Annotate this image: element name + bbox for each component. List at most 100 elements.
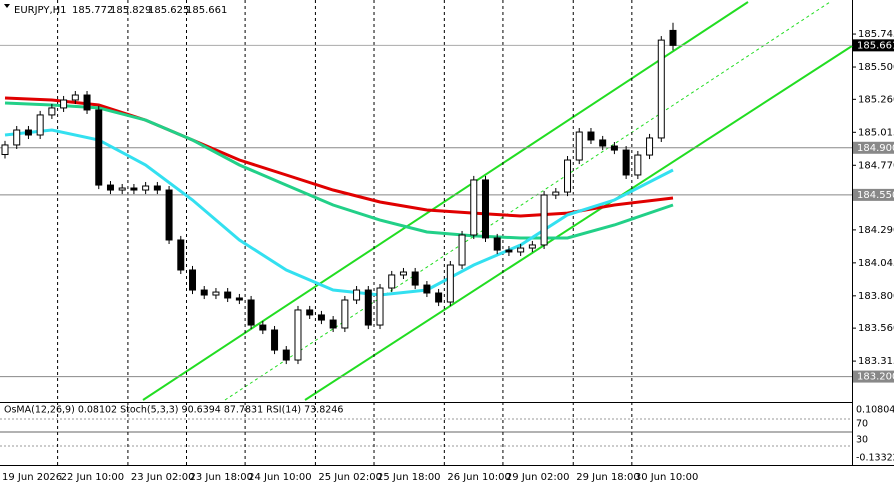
- candle: [1, 140, 9, 159]
- level-label-box: [853, 188, 894, 201]
- candle-body: [329, 319, 337, 329]
- moving-average: [4, 101, 674, 240]
- candle-body: [575, 131, 583, 161]
- indicator-tick-label: 70: [856, 419, 868, 430]
- candle: [118, 183, 126, 195]
- y-tick-label: 185.745: [858, 29, 894, 40]
- candle: [364, 286, 372, 330]
- candle-body: [587, 131, 595, 141]
- candle: [540, 190, 548, 249]
- candle: [317, 310, 325, 325]
- candle-body: [189, 269, 197, 291]
- candle-body: [24, 129, 32, 136]
- candle: [106, 181, 114, 195]
- candle-body: [95, 109, 103, 186]
- candle: [376, 283, 384, 330]
- candle: [528, 240, 536, 253]
- candle: [212, 288, 220, 300]
- candle-body: [388, 274, 396, 289]
- candle: [224, 288, 232, 303]
- candle-body: [446, 264, 454, 303]
- candle: [388, 270, 396, 293]
- ohlc-close: 185.661: [186, 5, 227, 16]
- candle-body: [60, 99, 68, 109]
- moving-average: [4, 96, 674, 218]
- candle: [435, 288, 443, 307]
- candle-body: [83, 94, 91, 111]
- candle-body: [235, 297, 243, 301]
- candle: [622, 146, 630, 180]
- candle: [470, 175, 478, 240]
- candle: [259, 320, 267, 335]
- candle: [552, 188, 560, 200]
- candle: [177, 235, 185, 275]
- candle-body: [634, 154, 642, 176]
- candle-body: [259, 324, 267, 331]
- candle: [646, 133, 654, 160]
- ohlc-low: 185.625: [148, 5, 189, 16]
- candle-body: [317, 314, 325, 321]
- level-label: 184.550: [857, 190, 894, 201]
- candle: [13, 125, 21, 149]
- candle-body: [282, 349, 290, 361]
- candle: [575, 127, 583, 165]
- x-tick-label: 24 Jun 10:00: [248, 472, 312, 483]
- candle-body: [341, 299, 349, 329]
- candle-body: [48, 107, 56, 116]
- candle-body: [399, 271, 407, 276]
- ohlc-open: 185.772: [72, 5, 113, 16]
- x-tick-label: 22 Jun 10:00: [61, 472, 125, 483]
- candle-body: [130, 187, 138, 191]
- y-tick-label: 183.800: [858, 291, 894, 302]
- candle-body: [470, 179, 478, 236]
- x-tick-label: 19 Jun 2026: [2, 472, 62, 483]
- candle-body: [165, 189, 173, 241]
- x-tick-label: 26 Jun 10:00: [447, 472, 511, 483]
- candle-body: [177, 239, 185, 271]
- candle-body: [646, 137, 654, 156]
- candle-body: [247, 299, 255, 326]
- candle-body: [106, 184, 114, 191]
- y-tick-label: 183.315: [858, 356, 894, 367]
- candle: [669, 22, 677, 51]
- x-tick-label: 23 Jun 18:00: [190, 472, 254, 483]
- candle: [423, 281, 431, 298]
- level-label: 184.900: [857, 143, 894, 154]
- moving-average: [4, 128, 674, 297]
- indicator-tick-label: -0.13322: [856, 453, 894, 464]
- candle: [517, 244, 525, 256]
- candle: [341, 295, 349, 333]
- candle-body: [271, 329, 279, 351]
- x-tick-label: 29 Jun 02:00: [506, 472, 570, 483]
- candle: [294, 305, 302, 365]
- candle-body: [306, 309, 314, 316]
- candle-body: [153, 185, 161, 191]
- y-tick-label: 185.260: [858, 94, 894, 105]
- level-label-box: [853, 39, 894, 52]
- y-tick-label: 183.560: [858, 323, 894, 334]
- level-label-box: [853, 141, 894, 154]
- candle: [142, 181, 150, 195]
- candle: [83, 90, 91, 114]
- channel-lower: [304, 45, 853, 401]
- candle-body: [200, 289, 208, 296]
- channel-upper: [142, 1, 749, 401]
- candle-body: [1, 144, 9, 156]
- candle: [599, 135, 607, 151]
- indicator-title: OsMA(12,26,9) 0.08102 Stoch(5,3,3) 90.63…: [4, 405, 343, 416]
- candle-body: [423, 284, 431, 294]
- candle: [95, 105, 103, 190]
- candle: [153, 181, 161, 195]
- candle-body: [13, 129, 21, 146]
- x-tick-label: 25 Jun 02:00: [318, 472, 382, 483]
- candle-body: [610, 145, 618, 151]
- x-tick-label: 29 Jun 18:00: [576, 472, 640, 483]
- candle: [493, 233, 501, 255]
- candle: [48, 103, 56, 119]
- candle: [353, 286, 361, 305]
- candle-body: [224, 291, 232, 299]
- candle-body: [493, 237, 501, 251]
- y-tick-label: 185.500: [858, 62, 894, 73]
